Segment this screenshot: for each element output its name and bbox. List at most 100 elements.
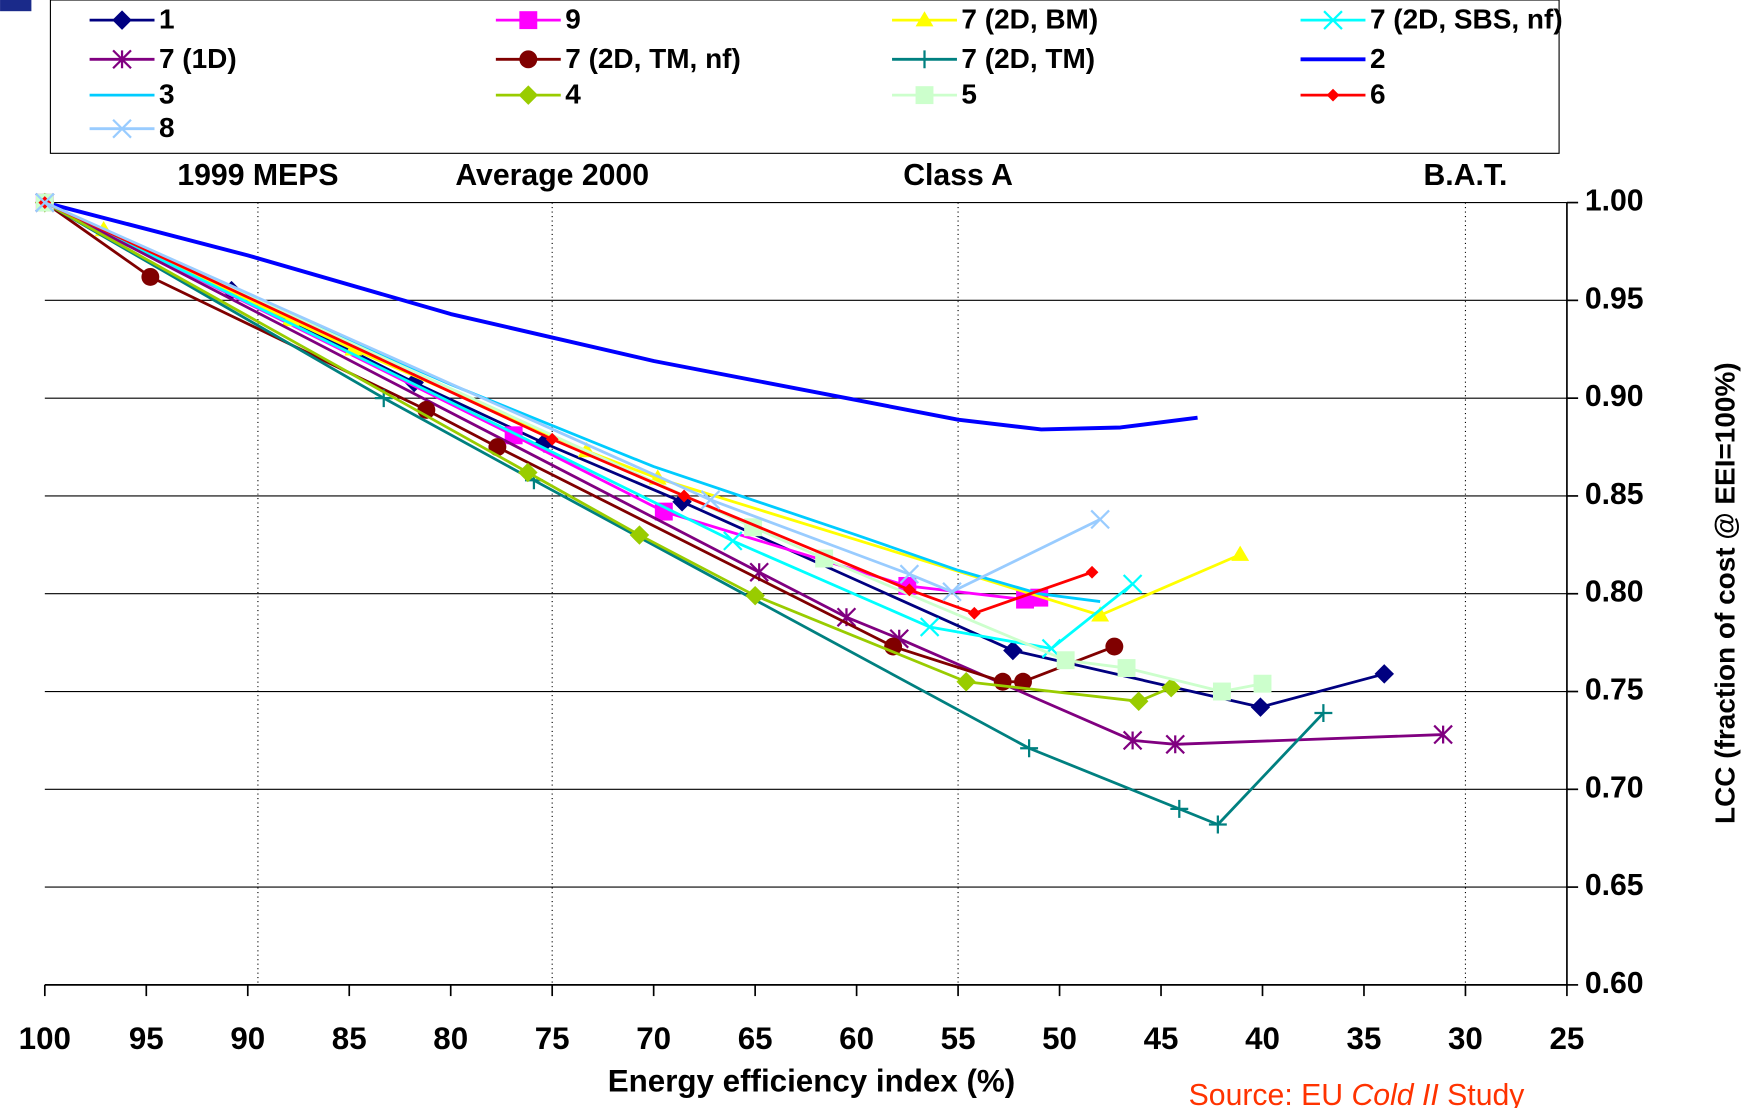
legend-entry: 6 xyxy=(1300,79,1386,110)
y-tick-label: 0.80 xyxy=(1585,576,1644,609)
series-line xyxy=(44,201,1134,650)
y-tick-label: 0.90 xyxy=(1585,380,1644,413)
x-tick-label: 60 xyxy=(839,1021,874,1056)
legend-label: 7 (2D, TM, nf) xyxy=(565,43,741,74)
x-tick-label: 55 xyxy=(941,1021,976,1056)
x-tick-label: 40 xyxy=(1245,1021,1280,1056)
y-tick-label: 1.00 xyxy=(1585,185,1644,218)
marker xyxy=(1128,691,1149,712)
series-line xyxy=(44,201,1093,615)
marker xyxy=(915,50,934,69)
legend-entry: 8 xyxy=(89,112,175,143)
x-tick-label: 35 xyxy=(1347,1021,1382,1056)
marker xyxy=(1020,739,1039,758)
series xyxy=(35,193,1272,701)
source-note: Source: EU Cold II Study xyxy=(1189,1079,1526,1108)
marker xyxy=(1326,88,1340,102)
marker xyxy=(1161,677,1181,698)
series-line xyxy=(44,201,1263,693)
marker xyxy=(1014,672,1032,691)
marker xyxy=(1433,724,1453,745)
series xyxy=(35,192,1181,712)
series-line xyxy=(44,201,1385,709)
marker xyxy=(112,10,132,30)
legend-label: 8 xyxy=(159,112,175,143)
x-axis-title: Energy efficiency index (%) xyxy=(608,1064,1015,1099)
marker xyxy=(654,502,673,521)
marker xyxy=(1250,697,1271,717)
series xyxy=(35,192,1110,602)
series xyxy=(44,201,1101,603)
x-tick-label: 75 xyxy=(535,1021,570,1056)
legend-label: 7 (2D, TM) xyxy=(961,43,1095,74)
x-tick-label: 70 xyxy=(636,1021,671,1056)
x-tick-label: 80 xyxy=(433,1021,468,1056)
marker xyxy=(518,462,538,483)
legend-entry: 9 xyxy=(495,4,581,35)
legend-label: 9 xyxy=(565,4,581,35)
x-tick-label: 65 xyxy=(738,1021,773,1056)
marker xyxy=(1314,704,1333,722)
series xyxy=(35,192,1143,659)
marker xyxy=(1170,799,1189,818)
marker xyxy=(723,531,743,551)
legend-entry: 7 (2D, TM) xyxy=(892,43,1095,74)
marker xyxy=(815,549,834,568)
y-tick-label: 0.60 xyxy=(1585,967,1644,1000)
legend-label: 6 xyxy=(1370,79,1386,110)
legend-label: 7 (1D) xyxy=(159,43,237,74)
source-text: Source: EU xyxy=(1189,1079,1352,1108)
marker xyxy=(902,583,916,597)
legend-entry: 3 xyxy=(89,79,175,110)
legend-entry: 7 (1D) xyxy=(89,43,237,74)
marker xyxy=(1056,651,1075,670)
legend-label: 7 (2D, SBS, nf) xyxy=(1370,4,1563,35)
legend-entry: 4 xyxy=(495,79,581,110)
series-line xyxy=(44,201,1101,603)
marker xyxy=(519,50,538,69)
marker xyxy=(141,267,160,286)
x-tick-label: 45 xyxy=(1144,1021,1179,1056)
marker xyxy=(1122,574,1143,594)
series-line xyxy=(44,201,1444,746)
series-line xyxy=(44,200,1198,432)
marker xyxy=(1208,815,1227,834)
series xyxy=(44,200,1198,432)
legend-entry: 7 (2D, TM, nf) xyxy=(495,43,741,74)
marker xyxy=(745,585,765,606)
source-text: Study xyxy=(1439,1079,1526,1108)
series-line xyxy=(44,201,1040,601)
marker xyxy=(956,671,976,692)
corner-icon xyxy=(0,0,32,12)
marker xyxy=(1003,640,1023,661)
legend-label: 2 xyxy=(1370,43,1386,74)
marker xyxy=(1105,637,1124,656)
marker xyxy=(1117,659,1136,678)
y-tick-label: 0.75 xyxy=(1585,674,1644,707)
legend-box xyxy=(49,0,1560,154)
marker xyxy=(35,192,55,213)
x-tick-label: 100 xyxy=(19,1021,71,1056)
marker xyxy=(942,582,962,602)
marker xyxy=(677,489,691,503)
series xyxy=(35,193,1049,609)
marker xyxy=(1090,509,1110,530)
series-line xyxy=(44,201,1101,594)
marker xyxy=(545,432,559,446)
series xyxy=(38,196,1099,620)
marker xyxy=(1122,730,1143,751)
annotation: B.A.T. xyxy=(1423,159,1507,192)
marker xyxy=(899,564,920,584)
marker xyxy=(1374,664,1395,684)
legend-label: 3 xyxy=(159,79,175,110)
x-tick-label: 95 xyxy=(129,1021,164,1056)
legend-entry: 5 xyxy=(892,79,977,110)
marker xyxy=(993,672,1012,691)
legend-label: 1 xyxy=(159,4,175,35)
legend-label: 4 xyxy=(565,79,581,110)
y-tick-label: 0.95 xyxy=(1585,282,1644,315)
x-tick-label: 85 xyxy=(332,1021,367,1056)
marker xyxy=(919,617,940,637)
marker xyxy=(518,85,539,105)
